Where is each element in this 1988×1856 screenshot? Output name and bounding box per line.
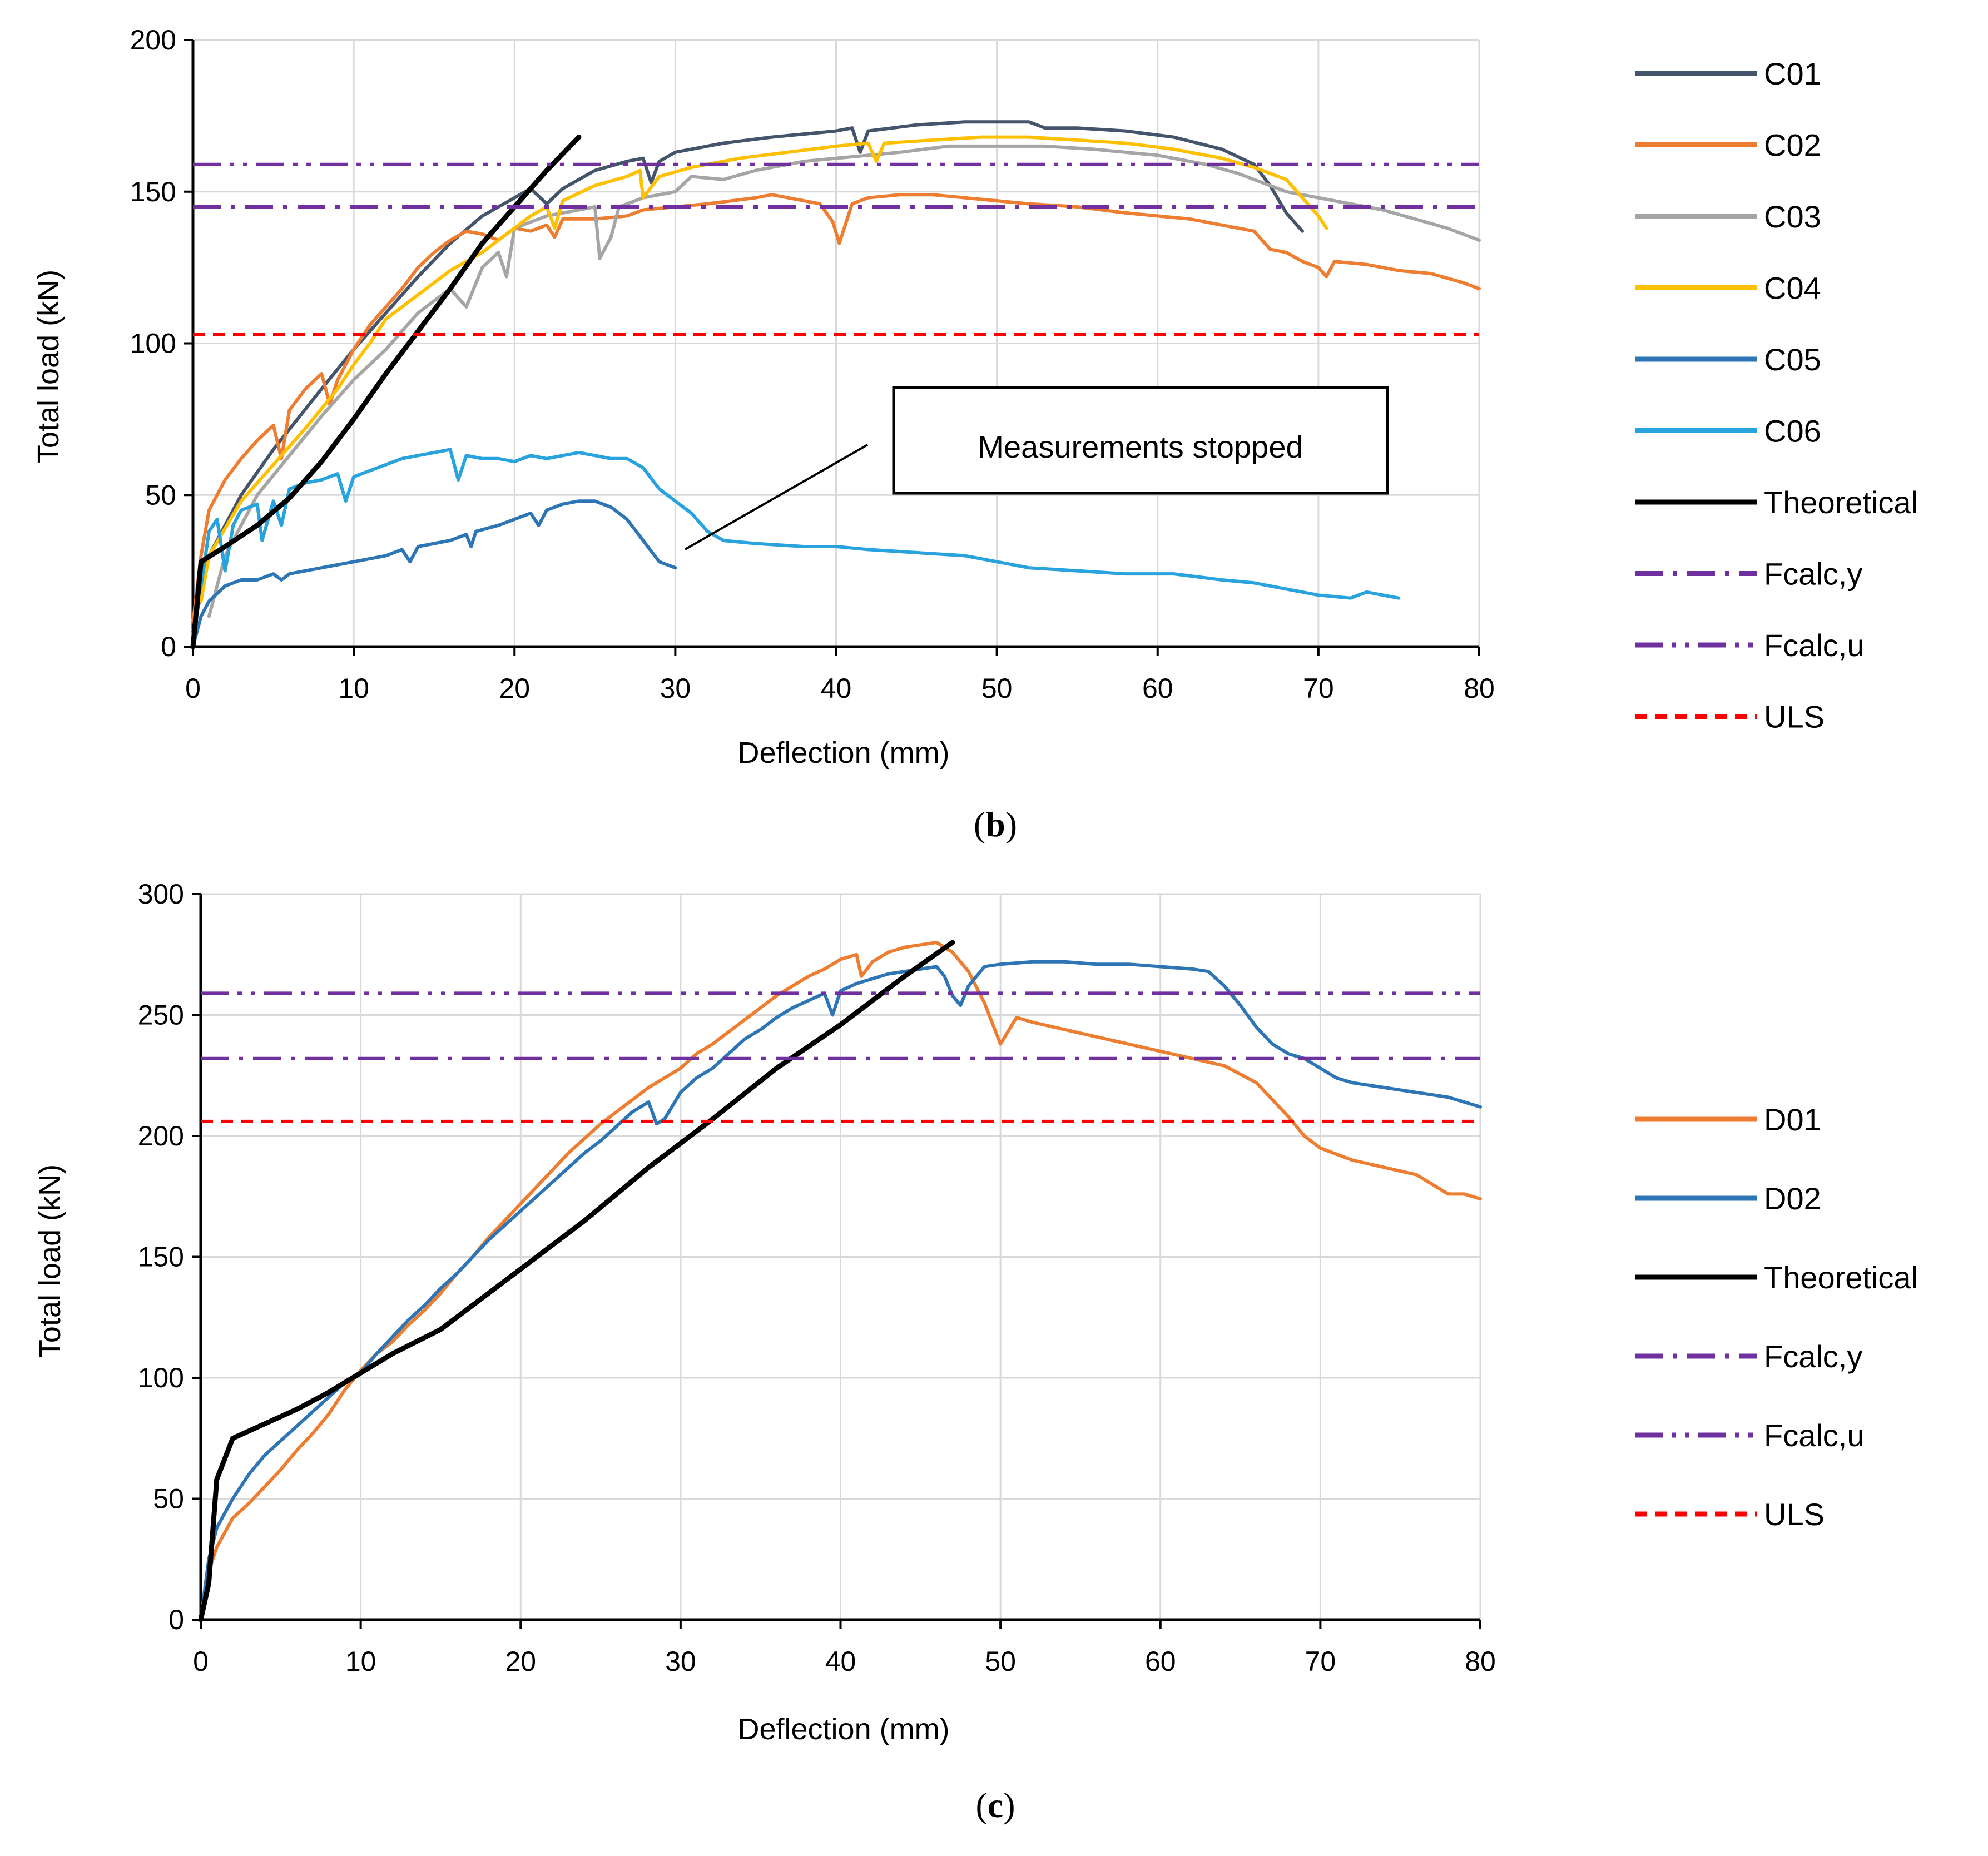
y-tick-label-300: 300 bbox=[138, 879, 184, 910]
series-line-c01 bbox=[191, 120, 1304, 633]
y-tick-label-50: 50 bbox=[145, 479, 176, 510]
legend-label-theoretical: Theoretical bbox=[1764, 485, 1918, 520]
axes bbox=[184, 39, 1480, 656]
series-line-c05 bbox=[191, 499, 677, 648]
y-tick-label-150: 150 bbox=[138, 1242, 184, 1273]
x-tick-label-60: 60 bbox=[1145, 1646, 1176, 1677]
x-tick-label-80: 80 bbox=[1465, 1646, 1496, 1677]
series-line-theoretical bbox=[198, 940, 955, 1622]
legend-label-fcalc-y: Fcalc,y bbox=[1764, 1339, 1862, 1374]
legend-label-uls: ULS bbox=[1764, 1497, 1825, 1532]
y-tick-label-0: 0 bbox=[168, 1604, 184, 1635]
x-tick-label-10: 10 bbox=[338, 673, 369, 704]
x-tick-label-20: 20 bbox=[499, 673, 530, 704]
legend-label-d01: D01 bbox=[1764, 1102, 1821, 1137]
legend-label-c04: C04 bbox=[1764, 271, 1821, 306]
x-tick-label-10: 10 bbox=[345, 1646, 376, 1677]
y-tick-label-50: 50 bbox=[153, 1483, 184, 1515]
caption-open-paren: ( bbox=[974, 805, 985, 844]
legend-label-c05: C05 bbox=[1764, 342, 1821, 377]
series-line-c04 bbox=[199, 135, 1328, 603]
annotation-text: Measurements stopped bbox=[978, 429, 1303, 464]
annotation-callout: Measurements stopped bbox=[685, 386, 1389, 550]
caption-close-paren: ) bbox=[1005, 805, 1017, 844]
series-line-c03 bbox=[207, 144, 1481, 618]
x-axis-label: Deflection (mm) bbox=[737, 736, 949, 770]
chart-panel-c: 0 10 20 30 40 50 60 70 80 0 50 100 150 200 250 300 Defl… bbox=[33, 879, 1918, 1825]
series-line-theoretical bbox=[190, 135, 582, 649]
annotation-leader-line bbox=[685, 444, 868, 550]
series-line-d02 bbox=[199, 960, 1482, 1621]
x-axis-label: Deflection (mm) bbox=[737, 1713, 949, 1746]
y-tick-label-150: 150 bbox=[130, 176, 176, 207]
x-tick-label-40: 40 bbox=[821, 673, 852, 704]
gridlines bbox=[193, 39, 1480, 647]
series-group bbox=[198, 940, 1482, 1622]
x-tick-label-40: 40 bbox=[825, 1646, 856, 1677]
panel-caption: (b) bbox=[974, 805, 1017, 844]
annotation-box bbox=[892, 386, 1389, 495]
y-tick-label-100: 100 bbox=[138, 1362, 184, 1393]
axes bbox=[192, 893, 1481, 1629]
x-tick-label-30: 30 bbox=[665, 1646, 696, 1677]
chart-panel-b: 0 10 20 30 40 50 60 70 80 0 50 100 150 200 Deflection… bbox=[32, 24, 1918, 844]
tick-labels: 0 10 20 30 40 50 60 70 80 0 50 100 150 200 bbox=[130, 24, 1495, 704]
caption-close-paren: ) bbox=[1003, 1785, 1015, 1825]
caption-open-paren: ( bbox=[975, 1785, 987, 1825]
x-tick-label-20: 20 bbox=[505, 1646, 536, 1677]
y-tick-label-200: 200 bbox=[138, 1120, 184, 1152]
series-group bbox=[190, 120, 1481, 649]
legend-label-c02: C02 bbox=[1764, 128, 1821, 163]
x-tick-label-80: 80 bbox=[1464, 673, 1495, 704]
legend: D01 D02 Theoretical Fcalc,y Fcalc,u ULS bbox=[1635, 1102, 1918, 1532]
legend-label-theoretical: Theoretical bbox=[1764, 1260, 1918, 1295]
y-tick-label-0: 0 bbox=[161, 631, 176, 662]
tick-labels: 0 10 20 30 40 50 60 70 80 0 50 100 150 200 250 300 bbox=[138, 879, 1496, 1677]
legend-label-d02: D02 bbox=[1764, 1181, 1821, 1216]
legend: C01 C02 C03 C04 C05 C06 Theoretical Fcalc,y Fcal… bbox=[1635, 56, 1918, 735]
x-tick-label-50: 50 bbox=[985, 1646, 1016, 1677]
legend-label-fcalc-u: Fcalc,u bbox=[1764, 628, 1865, 663]
legend-label-c01: C01 bbox=[1764, 56, 1821, 91]
y-axis-label: Total load (kN) bbox=[33, 1164, 67, 1358]
panel-caption: (c) bbox=[975, 1785, 1015, 1825]
x-tick-label-50: 50 bbox=[981, 673, 1013, 704]
x-tick-label-0: 0 bbox=[193, 1646, 209, 1677]
x-tick-label-60: 60 bbox=[1142, 673, 1173, 704]
legend-label-c06: C06 bbox=[1764, 414, 1821, 449]
y-tick-label-250: 250 bbox=[138, 1000, 184, 1031]
y-tick-label-200: 200 bbox=[130, 24, 176, 56]
legend-label-fcalc-y: Fcalc,y bbox=[1764, 557, 1862, 592]
legend-label-c03: C03 bbox=[1764, 199, 1821, 234]
x-tick-label-70: 70 bbox=[1303, 673, 1334, 704]
y-axis-label: Total load (kN) bbox=[32, 270, 65, 463]
x-tick-label-30: 30 bbox=[660, 673, 691, 704]
gridlines bbox=[201, 893, 1481, 1620]
y-tick-label-100: 100 bbox=[130, 328, 176, 359]
legend-label-fcalc-u: Fcalc,u bbox=[1764, 1418, 1865, 1453]
caption-letter: c bbox=[988, 1785, 1003, 1825]
x-tick-label-70: 70 bbox=[1305, 1646, 1336, 1677]
caption-letter: b bbox=[985, 805, 1005, 844]
legend-label-uls: ULS bbox=[1764, 699, 1825, 735]
x-tick-label-0: 0 bbox=[185, 673, 201, 704]
